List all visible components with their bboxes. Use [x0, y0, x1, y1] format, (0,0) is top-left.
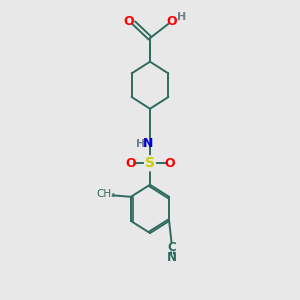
- Text: H: H: [178, 12, 187, 22]
- Text: CH₃: CH₃: [97, 189, 116, 199]
- Text: H: H: [136, 139, 145, 148]
- Text: O: O: [164, 157, 175, 170]
- Text: N: N: [143, 137, 154, 150]
- Text: N: N: [167, 251, 176, 264]
- Text: C: C: [167, 241, 176, 254]
- Text: O: O: [167, 14, 177, 28]
- Text: S: S: [145, 156, 155, 170]
- Text: O: O: [125, 157, 136, 170]
- Text: O: O: [124, 15, 134, 28]
